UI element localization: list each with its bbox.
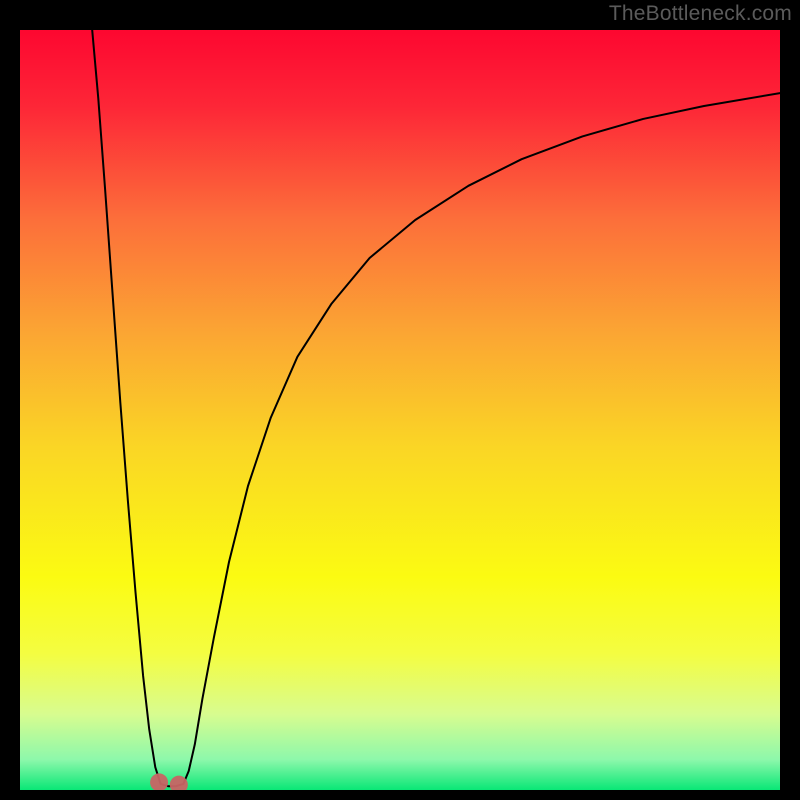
gradient-background	[20, 30, 780, 790]
bottleneck-chart	[20, 30, 780, 790]
chart-frame: TheBottleneck.com	[0, 0, 800, 800]
watermark-text: TheBottleneck.com	[609, 2, 792, 26]
